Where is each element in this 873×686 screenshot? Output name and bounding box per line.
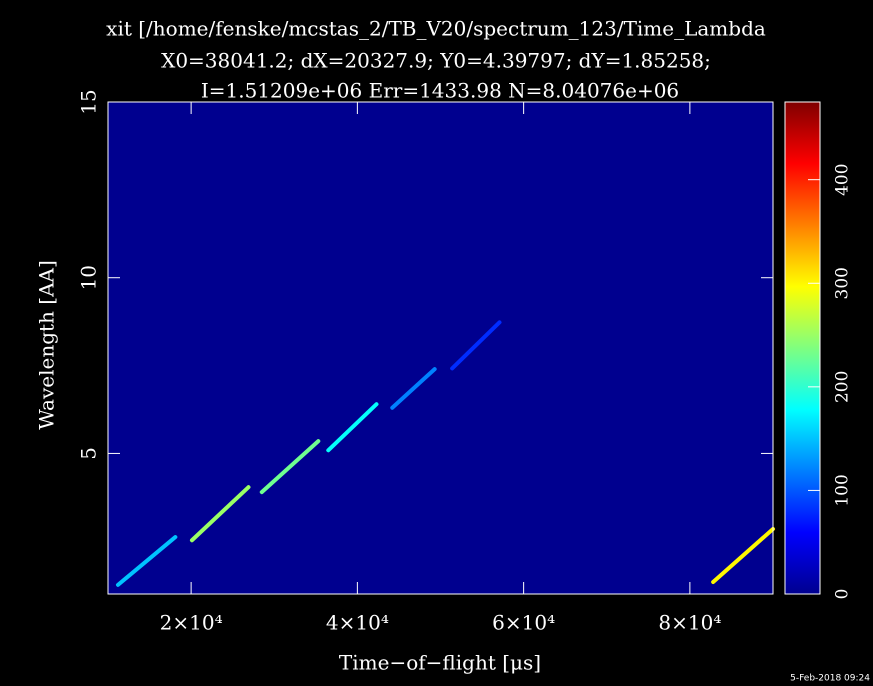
subtitle: X0=38041.2; dX=20327.9; Y0=4.39797; dY=1… xyxy=(161,49,711,73)
streak xyxy=(711,526,775,585)
y-tick-label: 15 xyxy=(77,89,101,114)
colorbar-tick-label: 300 xyxy=(833,267,853,299)
streak xyxy=(115,535,178,587)
y-tick-label: 10 xyxy=(77,265,101,290)
streak xyxy=(189,485,251,543)
x-axis-label: Time−of−flight [μs] xyxy=(339,651,541,675)
streak xyxy=(450,320,502,371)
chart-title: xit [/home/fenske/mcstas_2/TB_V20/spectr… xyxy=(106,17,766,41)
plot-frame xyxy=(107,101,774,595)
y-axis-label: Wavelength [AA] xyxy=(35,260,59,430)
colorbar-tick-label: 200 xyxy=(833,371,853,403)
x-tick-label: 6×10⁴ xyxy=(492,611,555,635)
x-tick-label: 4×10⁴ xyxy=(326,611,389,635)
streak xyxy=(390,367,437,410)
timestamp: 5-Feb-2018 09:24 xyxy=(790,674,870,684)
colorbar-tick-label: 100 xyxy=(833,474,853,506)
plot-area xyxy=(108,102,773,594)
x-tick-label: 2×10⁴ xyxy=(160,611,223,635)
colorbar xyxy=(784,101,821,595)
streak xyxy=(326,402,379,453)
y-tick-label: 5 xyxy=(77,447,101,460)
streak xyxy=(259,439,321,495)
annotation: I=1.51209e+06 Err=1433.98 N=8.04076e+06 xyxy=(201,79,679,103)
colorbar-tick-label: 0 xyxy=(833,589,853,600)
x-tick-label: 8×10⁴ xyxy=(658,611,721,635)
colorbar-tick-label: 400 xyxy=(833,163,853,195)
